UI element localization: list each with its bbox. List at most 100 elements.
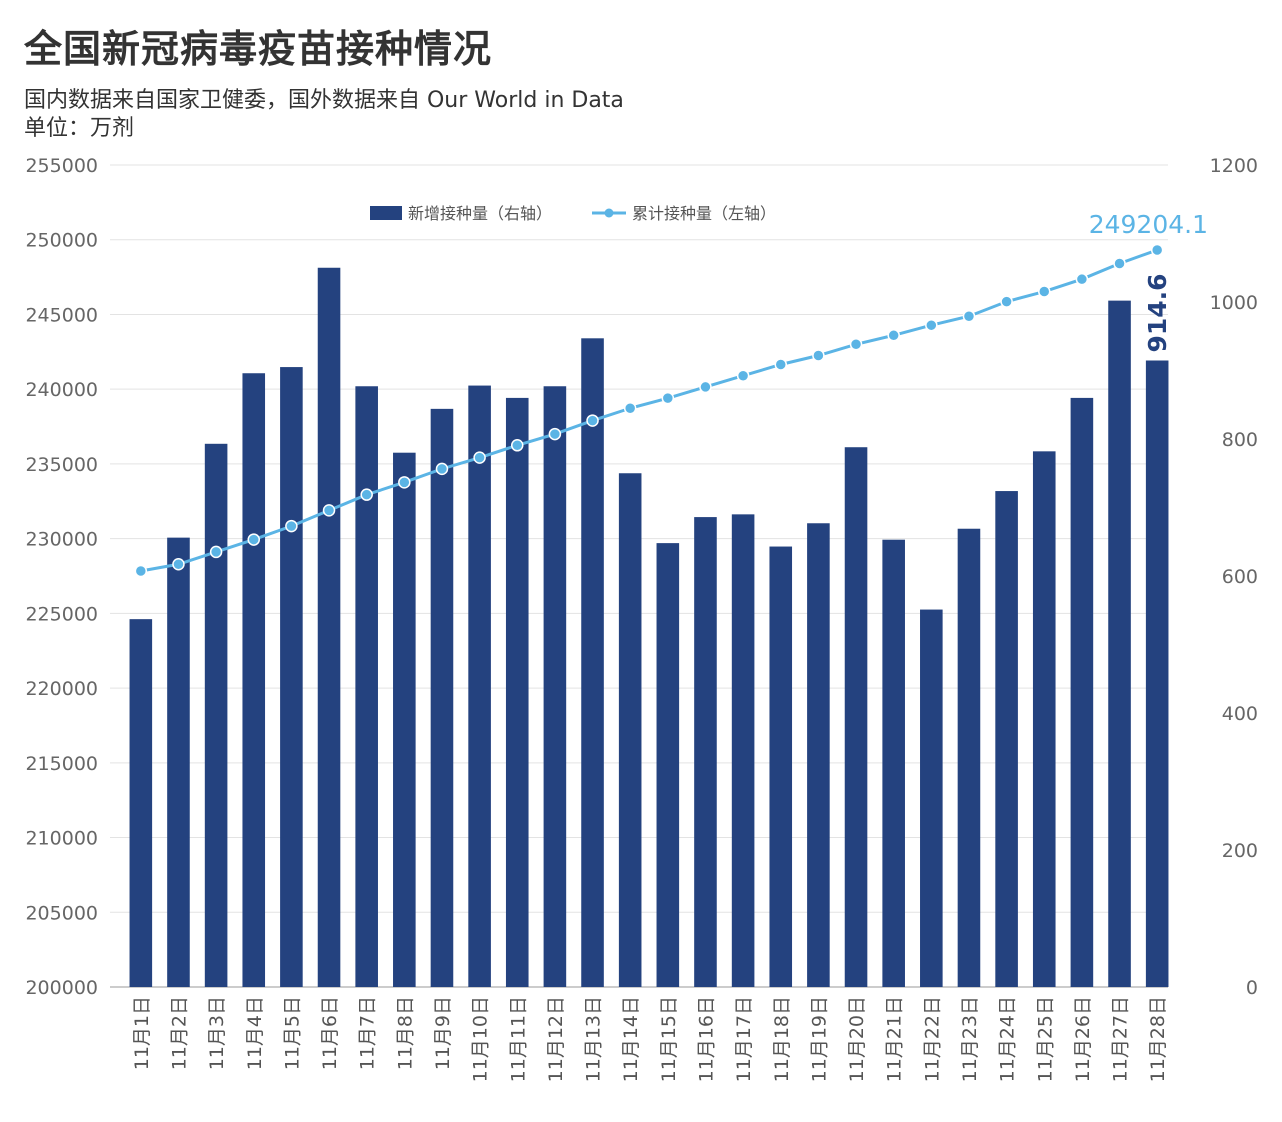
left-tick-label: 200000 — [25, 977, 98, 999]
bar — [1032, 451, 1056, 988]
line-point — [1150, 243, 1164, 257]
line-point — [247, 533, 260, 546]
bar — [731, 514, 755, 987]
right-tick-label: 400 — [1222, 703, 1258, 725]
bar — [280, 367, 303, 987]
x-tick-label: 11月10日 — [470, 996, 492, 1082]
x-tick-label: 11月5日 — [281, 996, 303, 1070]
line-value-annotation: 249204.1 — [1089, 210, 1208, 239]
left-tick-label: 215000 — [25, 753, 98, 775]
bar — [505, 397, 529, 987]
left-tick-label: 230000 — [25, 529, 98, 551]
x-tick-label: 11月4日 — [244, 996, 266, 1070]
x-tick-label: 11月17日 — [733, 996, 755, 1082]
x-tick-label: 11月26日 — [1072, 996, 1094, 1082]
line-point — [661, 391, 675, 405]
bar — [920, 609, 943, 987]
left-tick-label: 245000 — [25, 304, 98, 326]
chart-title: 全国新冠病毒疫苗接种情况 — [24, 27, 493, 71]
bar — [807, 523, 830, 987]
left-tick-label: 255000 — [25, 155, 98, 177]
left-tick-label: 250000 — [25, 230, 98, 252]
bar — [1070, 397, 1094, 987]
line-point — [285, 519, 298, 533]
bar — [167, 537, 190, 987]
line-point — [699, 380, 712, 394]
bar — [694, 517, 717, 987]
bar — [957, 528, 981, 987]
left-tick-label: 205000 — [25, 902, 98, 924]
line-point — [887, 329, 900, 342]
bar — [882, 539, 905, 987]
line-point — [812, 349, 825, 362]
line-point — [1075, 272, 1089, 286]
line-point — [774, 358, 787, 371]
right-tick-label: 1200 — [1210, 155, 1258, 177]
bar — [844, 447, 868, 988]
x-tick-label: 11月24日 — [997, 996, 1019, 1082]
bar-value-annotation: 914.6 — [1143, 273, 1172, 352]
x-tick-label: 11月27日 — [1110, 996, 1132, 1082]
x-tick-label: 11月3日 — [206, 996, 228, 1070]
line-point — [962, 309, 976, 323]
bar — [204, 443, 228, 987]
chart-subtitle: 国内数据来自国家卫健委，国外数据来自 Our World in Data — [24, 88, 624, 113]
x-tick-label: 11月18日 — [771, 996, 793, 1082]
x-tick-label: 11月22日 — [921, 996, 943, 1082]
line-point — [209, 545, 223, 559]
x-tick-label: 11月2日 — [168, 996, 190, 1070]
bar — [393, 452, 416, 987]
legend-line-marker — [604, 208, 614, 218]
x-tick-label: 11月6日 — [319, 996, 341, 1070]
bar — [355, 386, 378, 987]
line-point — [172, 558, 185, 571]
x-tick-label: 11月9日 — [432, 996, 454, 1070]
right-tick-label: 600 — [1222, 566, 1258, 588]
right-tick-label: 1000 — [1210, 292, 1258, 314]
bar — [618, 473, 642, 987]
left-tick-label: 220000 — [25, 678, 98, 700]
bar — [769, 546, 793, 987]
bar — [1145, 360, 1169, 987]
line-point — [548, 427, 562, 441]
x-tick-label: 11月14日 — [620, 996, 642, 1082]
bar — [543, 386, 567, 987]
line-point — [322, 504, 336, 517]
line-point — [134, 564, 148, 578]
line-point — [925, 318, 938, 332]
bar — [317, 267, 341, 987]
left-tick-label: 235000 — [25, 454, 98, 476]
left-tick-label: 210000 — [25, 828, 98, 850]
x-axis-ticks: 11月1日 11月2日 11月3日 11月4日 11月5日 11月6日 11月7日 11月8日… — [131, 996, 1169, 1082]
bar — [1108, 300, 1131, 987]
legend-bar-label: 新增接种量（右轴） — [408, 204, 552, 223]
line-point — [511, 439, 524, 452]
line-point — [473, 451, 486, 464]
x-tick-label: 11月15日 — [658, 996, 680, 1082]
bar — [430, 408, 454, 987]
x-tick-label: 11月21日 — [884, 996, 906, 1082]
bar — [129, 619, 153, 987]
right-axis-ticks: 0 200 400 600 800 1000 1200 — [1210, 155, 1258, 999]
x-tick-label: 11月28日 — [1147, 996, 1169, 1082]
x-tick-label: 11月12日 — [545, 996, 567, 1082]
bar-series — [129, 267, 1169, 988]
x-tick-label: 11月19日 — [808, 996, 830, 1082]
legend: 新增接种量（右轴） 累计接种量（左轴） — [370, 204, 776, 223]
series-line — [140, 248, 1158, 573]
left-axis-ticks: 200000 205000 210000 215000 220000 225000 2300… — [25, 155, 98, 999]
x-tick-label: 11月7日 — [357, 996, 379, 1070]
line-point — [623, 402, 637, 415]
right-tick-label: 0 — [1246, 977, 1258, 999]
bar — [242, 373, 266, 987]
line-point — [586, 414, 599, 427]
x-tick-label: 11月25日 — [1034, 996, 1056, 1082]
unit-label: 单位：万剂 — [24, 116, 135, 141]
line-point — [435, 462, 449, 476]
annotations: 249204.1 914.6 — [1089, 210, 1208, 352]
x-tick-label: 11月20日 — [846, 996, 868, 1082]
line-point — [1038, 285, 1051, 298]
x-tick-label: 11月16日 — [695, 996, 717, 1082]
legend-bar-swatch — [370, 206, 402, 220]
left-tick-label: 225000 — [25, 603, 98, 625]
